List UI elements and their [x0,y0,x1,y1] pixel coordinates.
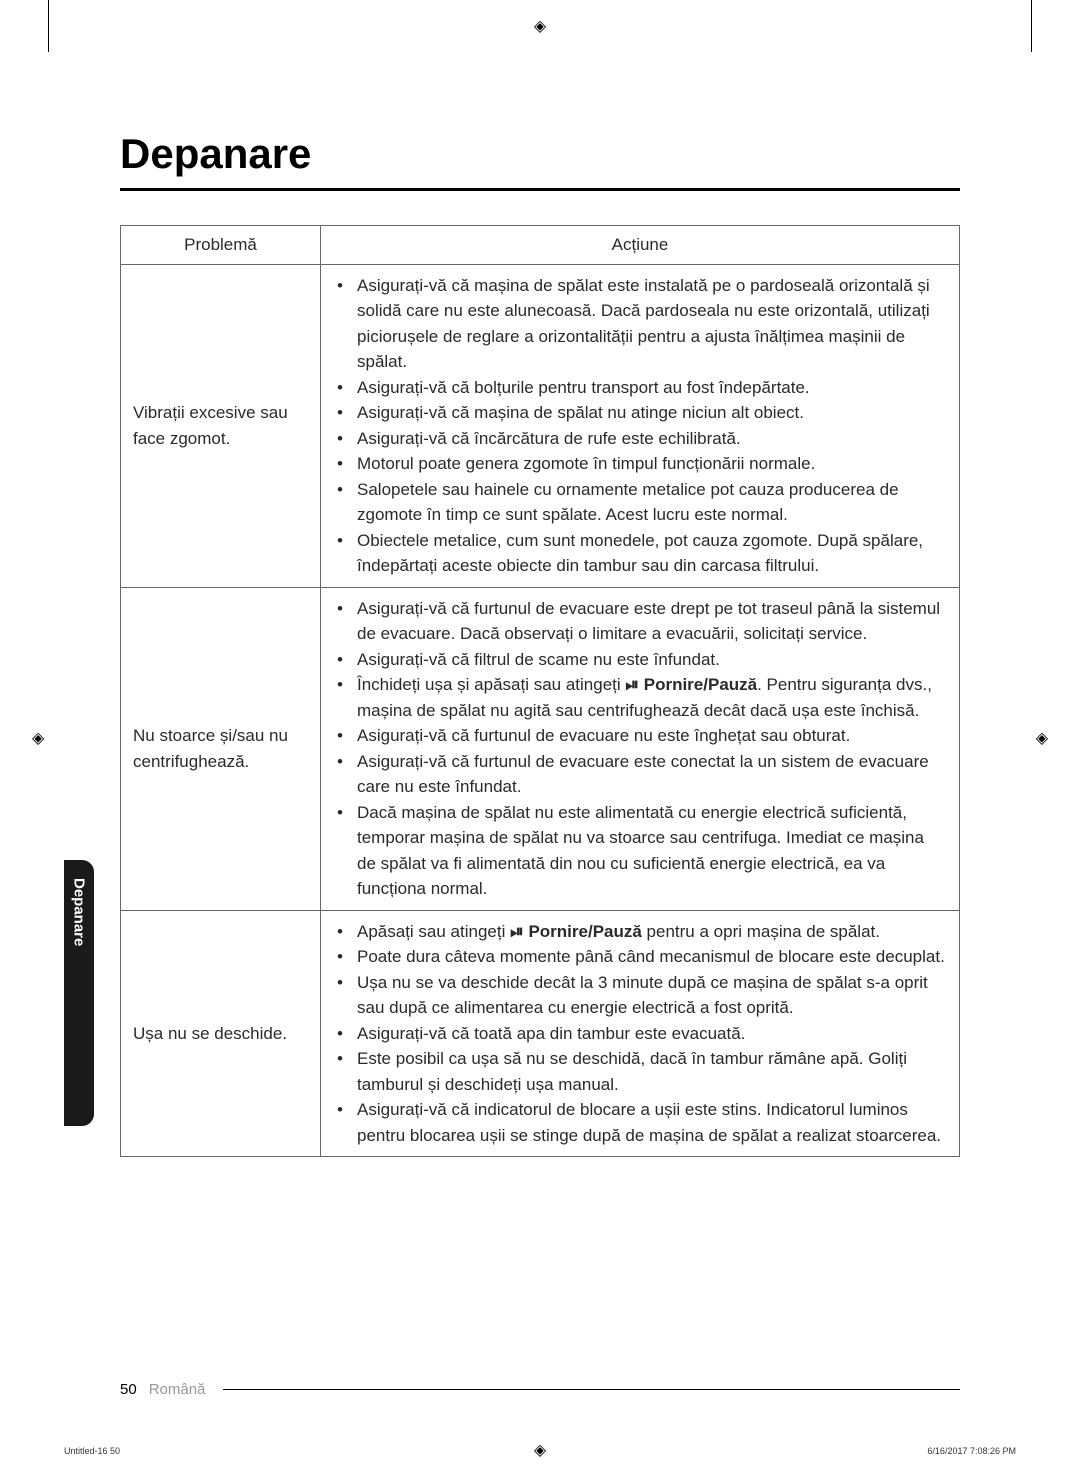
action-list: Asigurați-vă că furtunul de evacuare est… [333,596,947,902]
action-cell: Apăsați sau atingeți ⏯ Pornire/Pauză pen… [321,910,960,1157]
problem-cell: Ușa nu se deschide. [121,910,321,1157]
list-item: Asigurați-vă că furtunul de evacuare est… [353,749,947,800]
crop-line-left [48,0,49,52]
list-item: Asigurați-vă că bolțurile pentru transpo… [353,375,947,401]
action-cell: Asigurați-vă că furtunul de evacuare est… [321,587,960,910]
list-item: Asigurați-vă că încărcătura de rufe este… [353,426,947,452]
troubleshoot-table: Problemă Acțiune Vibrații excesive sau f… [120,225,960,1157]
action-cell: Asigurați-vă că mașina de spălat este in… [321,264,960,587]
list-item: Este posibil ca ușa să nu se deschidă, d… [353,1046,947,1097]
problem-cell: Nu stoarce și/sau nu centrifughează. [121,587,321,910]
page-footer: 50 Română [120,1381,960,1398]
list-item: Salopetele sau hainele cu ornamente meta… [353,477,947,528]
table-row: Nu stoarce și/sau nu centrifughează. Asi… [121,587,960,910]
section-tab: Depanare [64,860,94,1126]
page-number: 50 [120,1381,137,1398]
list-item: Asigurați-vă că filtrul de scame nu este… [353,647,947,673]
list-item: Asigurați-vă că toată apa din tambur est… [353,1021,947,1047]
list-item: Poate dura câteva momente până când meca… [353,944,947,970]
print-registration-mark-top: ◈ [534,16,546,36]
print-registration-mark-left: ◈ [32,728,44,748]
list-item: Asigurați-vă că mașina de spălat nu atin… [353,400,947,426]
list-item: Asigurați-vă că furtunul de evacuare nu … [353,723,947,749]
list-item: Ușa nu se va deschide decât la 3 minute … [353,970,947,1021]
list-item: Motorul poate genera zgomote în timpul f… [353,451,947,477]
list-item: Dacă mașina de spălat nu este alimentată… [353,800,947,902]
list-item: Închideți ușa și apăsați sau atingeți ⏯ … [353,672,947,723]
play-pause-icon: ⏯ [625,672,639,698]
table-row: Vibrații excesive sau face zgomot. Asigu… [121,264,960,587]
list-item: Asigurați-vă că mașina de spălat este in… [353,273,947,375]
header-action: Acțiune [321,226,960,265]
print-registration-mark-right: ◈ [1036,728,1048,748]
crop-line-right [1031,0,1032,52]
footer-divider [223,1389,960,1390]
action-list: Asigurați-vă că mașina de spălat este in… [333,273,947,579]
print-meta-right: 6/16/2017 7:08:26 PM [927,1446,1016,1456]
list-item: Apăsați sau atingeți ⏯ Pornire/Pauză pen… [353,919,947,945]
page-title: Depanare [120,130,960,191]
text-segment: pentru a opri mașina de spălat. [642,922,880,941]
print-registration-mark-bottom: ◈ [534,1440,546,1460]
text-segment: Apăsați sau atingeți [357,922,510,941]
list-item: Obiectele metalice, cum sunt monedele, p… [353,528,947,579]
table-row: Ușa nu se deschide. Apăsați sau atingeți… [121,910,960,1157]
list-item: Asigurați-vă că furtunul de evacuare est… [353,596,947,647]
action-list: Apăsați sau atingeți ⏯ Pornire/Pauză pen… [333,919,947,1149]
bold-label: Pornire/Pauză [528,922,641,941]
section-tab-label: Depanare [71,878,88,946]
problem-cell: Vibrații excesive sau face zgomot. [121,264,321,587]
bold-label: Pornire/Pauză [644,675,757,694]
list-item: Asigurați-vă că indicatorul de blocare a… [353,1097,947,1148]
print-meta-left: Untitled-16 50 [64,1446,120,1456]
header-problem: Problemă [121,226,321,265]
play-pause-icon: ⏯ [510,919,524,945]
text-segment: Închideți ușa și apăsați sau atingeți [357,675,625,694]
page-content: Depanare Problemă Acțiune Vibrații exces… [0,0,1080,1157]
language-label: Română [149,1381,206,1398]
